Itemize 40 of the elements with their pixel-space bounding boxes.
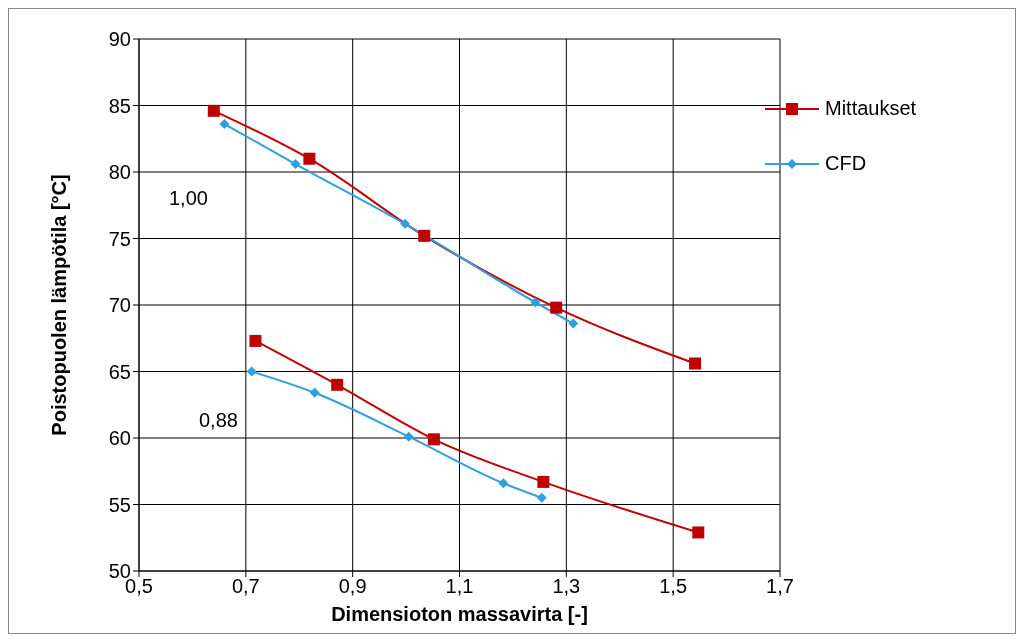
point — [536, 492, 547, 503]
y-tick-label: 75 — [108, 227, 131, 250]
point — [303, 152, 316, 165]
legend-label: Mittaukset — [825, 97, 917, 120]
y-tick-label: 65 — [108, 360, 131, 383]
x-tick-label: 1,3 — [552, 575, 581, 598]
y-axis-title: Poistopuolen lämpötila [°C] — [48, 174, 71, 436]
point — [400, 218, 411, 229]
y-tick-label: 80 — [108, 161, 131, 184]
point — [418, 229, 431, 242]
point — [219, 119, 230, 130]
point — [249, 334, 262, 347]
x-tick-label: 1,7 — [766, 575, 794, 598]
point — [309, 387, 320, 398]
point — [427, 433, 440, 446]
point — [692, 526, 705, 539]
point — [550, 301, 563, 314]
point — [246, 366, 257, 377]
y-tick-label: 55 — [108, 493, 131, 516]
annotation: 0,88 — [199, 409, 238, 432]
point — [498, 478, 509, 489]
point — [207, 104, 220, 117]
x-tick-label: 0,9 — [338, 575, 367, 598]
y-tick-label: 70 — [108, 294, 131, 317]
x-axis-title: Dimensioton massavirta [-] — [331, 603, 588, 625]
point — [537, 475, 550, 488]
point — [331, 378, 344, 391]
y-tick-label: 85 — [108, 94, 131, 117]
legend-label: CFD — [825, 152, 867, 175]
point — [403, 431, 414, 442]
y-tick-label: 60 — [108, 427, 131, 450]
annotation: 1,00 — [169, 187, 208, 210]
point — [290, 159, 301, 170]
x-tick-label: 1,1 — [445, 575, 474, 598]
x-tick-label: 0,7 — [231, 575, 260, 598]
y-tick-label: 90 — [108, 28, 131, 51]
point — [530, 297, 541, 308]
point — [568, 318, 579, 329]
x-tick-label: 1,5 — [659, 575, 688, 598]
point — [689, 357, 702, 370]
